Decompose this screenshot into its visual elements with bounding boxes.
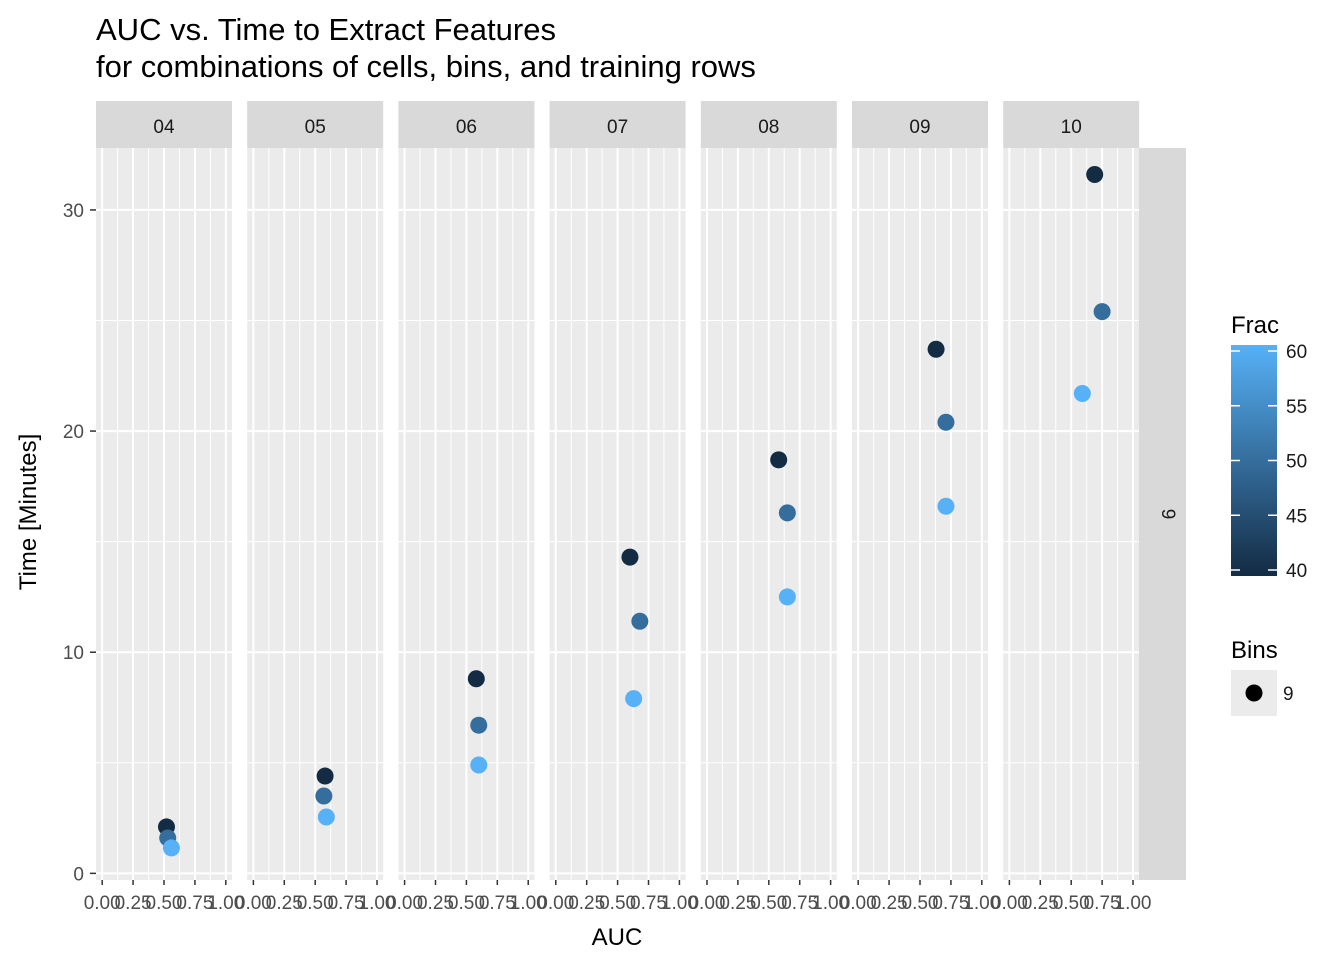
y-tick-label: 30: [63, 201, 84, 222]
x-tick-label: 1.00: [661, 893, 698, 914]
panel-strip: [700, 101, 837, 148]
panel-10: 10 0.000.250.500.751.00: [991, 101, 1152, 914]
x-tick-label: 0.00: [386, 893, 423, 914]
x-tick-label: 1.00: [963, 893, 1000, 914]
y-tick-label: 0: [73, 864, 84, 885]
row-strip-label: 9: [1157, 509, 1178, 520]
colorbar-tick-label: 40: [1286, 561, 1307, 582]
panel-strip: [549, 101, 686, 148]
x-tick-label: 0.75: [630, 893, 667, 914]
x-tick-label: 0.50: [750, 893, 787, 914]
x-tick-label: 0.50: [599, 893, 636, 914]
panel-strip-label: 05: [305, 117, 326, 138]
x-tick-label: 0.75: [479, 893, 516, 914]
x-tick-label: 0.50: [1053, 893, 1090, 914]
x-tick-label: 1.00: [359, 893, 396, 914]
x-axis-label: AUC: [592, 924, 643, 951]
x-tick-label: 0.00: [840, 893, 877, 914]
data-point: [631, 612, 649, 630]
data-point: [1073, 384, 1091, 402]
x-tick-label: 0.00: [84, 893, 121, 914]
panel-strip: [398, 101, 535, 148]
panel-09: 09 0.000.250.500.751.00: [840, 101, 1000, 914]
row-strip-group: 9: [1139, 148, 1186, 880]
colorbar-tick-label: 55: [1286, 397, 1307, 418]
data-point: [470, 716, 488, 734]
x-tick-label: 0.25: [417, 893, 454, 914]
colorbar-tick-label: 50: [1286, 452, 1307, 473]
x-tick-label: 1.00: [1115, 893, 1152, 914]
y-tick-label: 10: [63, 643, 84, 664]
x-tick-label: 0.75: [328, 893, 365, 914]
data-point: [778, 504, 796, 522]
x-tick-label: 0.25: [1022, 893, 1059, 914]
panel-strip-label: 10: [1061, 117, 1082, 138]
panel-strip-label: 06: [456, 117, 477, 138]
data-point: [927, 340, 945, 358]
panel-05: 05 0.000.250.500.751.00: [235, 101, 396, 914]
data-point: [1086, 166, 1104, 184]
data-point: [315, 787, 333, 805]
x-tick-label: 0.25: [568, 893, 605, 914]
panel-strip-label: 08: [758, 117, 779, 138]
legend-color-title: Frac: [1231, 312, 1279, 339]
panel-strip-label: 09: [909, 117, 930, 138]
x-tick-label: 0.00: [688, 893, 725, 914]
data-point: [470, 756, 488, 774]
y-axis-label: Time [Minutes]: [15, 434, 42, 590]
x-tick-label: 0.25: [719, 893, 756, 914]
x-tick-label: 0.00: [235, 893, 272, 914]
x-tick-label: 0.50: [448, 893, 485, 914]
panels-group: 040.000.250.500.751.00050.000.250.500.75…: [63, 101, 1152, 914]
data-point: [316, 767, 334, 785]
legend-shape-title: Bins: [1231, 637, 1278, 664]
data-point: [770, 451, 788, 469]
x-tick-label: 0.75: [781, 893, 818, 914]
x-tick-label: 0.00: [991, 893, 1028, 914]
x-tick-label: 0.75: [1084, 893, 1121, 914]
x-tick-label: 0.50: [297, 893, 334, 914]
panel-08: 08 0.000.250.500.751.00: [688, 101, 849, 914]
data-point: [162, 839, 180, 857]
panel-04: 04 0.000.250.500.751.00: [84, 101, 244, 914]
panel-strip: [852, 101, 988, 148]
x-tick-label: 0.50: [902, 893, 939, 914]
x-tick-label: 1.00: [207, 893, 244, 914]
x-tick-label: 0.25: [266, 893, 303, 914]
x-tick-label: 0.75: [176, 893, 213, 914]
panel-strip: [247, 101, 384, 148]
data-point: [625, 690, 643, 708]
colorbar-tick-label: 45: [1286, 506, 1307, 527]
panel-06: 06 0.000.250.500.751.00: [386, 101, 547, 914]
y-tick-label: 20: [63, 422, 84, 443]
x-tick-label: 0.50: [146, 893, 183, 914]
row-strip: [1139, 148, 1186, 880]
data-point: [937, 413, 955, 431]
data-point: [1093, 303, 1111, 321]
x-tick-label: 0.25: [115, 893, 152, 914]
legend-key-point: [1245, 684, 1263, 702]
legend-key-label: 9: [1283, 684, 1294, 705]
chart-title: AUC vs. Time to Extract Features: [96, 12, 556, 47]
chart-subtitle: for combinations of cells, bins, and tra…: [96, 49, 756, 84]
x-tick-label: 0.25: [871, 893, 908, 914]
panel-strip: [1003, 101, 1140, 148]
colorbar-tick-label: 60: [1286, 342, 1307, 363]
panel-strip-label: 07: [607, 117, 628, 138]
panel-strip: [96, 101, 232, 148]
panel-strip-label: 04: [153, 117, 175, 138]
panel-07: 07 0.000.250.500.751.00: [537, 101, 698, 914]
x-tick-label: 1.00: [510, 893, 547, 914]
data-point: [937, 497, 955, 515]
data-point: [621, 548, 639, 566]
data-point: [467, 670, 485, 688]
x-tick-label: 1.00: [812, 893, 849, 914]
x-tick-label: 0.00: [537, 893, 574, 914]
data-point: [778, 588, 796, 606]
data-point: [317, 808, 335, 826]
x-tick-label: 0.75: [932, 893, 969, 914]
